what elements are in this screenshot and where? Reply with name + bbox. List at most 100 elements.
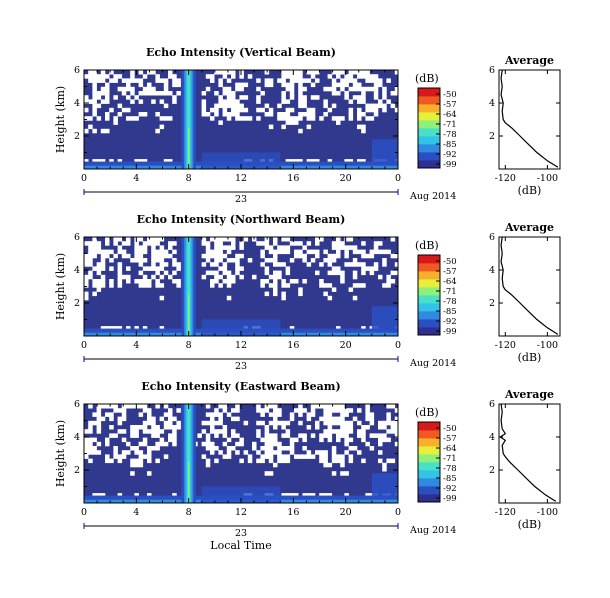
- date-label: Aug 2014: [409, 525, 456, 536]
- noise-cell: [357, 82, 362, 88]
- noise-cell: [222, 74, 228, 79]
- noise-cell: [92, 437, 97, 443]
- noise-cell: [226, 95, 232, 100]
- noise-cell: [134, 493, 139, 498]
- noise-cell: [315, 249, 320, 255]
- noise-cell: [222, 279, 228, 284]
- colorbar-band: [418, 303, 440, 312]
- noise-cell: [285, 270, 291, 276]
- noise-cell: [256, 420, 261, 426]
- noise-cell: [369, 412, 375, 417]
- noise-cell: [281, 283, 286, 288]
- noise-cell: [373, 78, 379, 83]
- noise-cell: [298, 95, 303, 100]
- noise-cell: [327, 283, 333, 288]
- noise-cell: [373, 107, 379, 113]
- noise-cell: [243, 237, 249, 242]
- noise-cell: [205, 86, 211, 92]
- noise-cell: [163, 412, 169, 417]
- avg-y-tick-label: 4: [489, 265, 495, 276]
- noise-cell: [285, 159, 291, 164]
- noise-cell: [273, 450, 278, 455]
- noise-cell: [298, 74, 303, 79]
- noise-cell: [331, 116, 337, 121]
- noise-cell: [231, 429, 236, 434]
- noise-cell: [88, 78, 93, 83]
- noise-cell: [277, 458, 282, 464]
- colorbar-tick-label: -57: [443, 434, 457, 444]
- noise-cell: [163, 253, 169, 259]
- noise-cell: [113, 454, 118, 459]
- noise-cell: [96, 270, 102, 276]
- noise-cell: [205, 433, 211, 438]
- colorbar-band: [418, 494, 440, 503]
- noise-cell: [348, 425, 354, 430]
- noise-cell: [92, 450, 97, 455]
- noise-cell: [201, 91, 207, 96]
- noise-cell: [365, 107, 370, 113]
- noise-cell: [222, 404, 228, 409]
- noise-cell: [344, 253, 349, 259]
- noise-cell: [92, 253, 97, 259]
- noise-cell: [134, 279, 139, 284]
- colorbar-band: [418, 470, 440, 479]
- noise-cell: [336, 249, 341, 255]
- noise-cell: [222, 70, 228, 75]
- noise-cell: [134, 433, 139, 438]
- noise-cell: [323, 450, 328, 455]
- noise-cell: [315, 237, 320, 242]
- noise-cell: [105, 326, 110, 331]
- noise-cell: [386, 437, 391, 443]
- colorbar-tick-label: -50: [443, 90, 457, 100]
- noise-cell: [214, 70, 219, 75]
- noise-cell: [151, 99, 156, 104]
- noise-cell: [163, 441, 169, 447]
- y-tick-label: 2: [74, 298, 80, 309]
- noise-cell: [92, 420, 97, 426]
- noise-cell: [92, 279, 97, 284]
- noise-cell: [235, 86, 240, 92]
- noise-cell: [331, 458, 337, 464]
- noise-cell: [126, 441, 131, 447]
- colorbar-band: [418, 112, 440, 121]
- noise-cell: [348, 107, 354, 113]
- noise-cell: [273, 274, 278, 280]
- noise-cell: [285, 70, 291, 75]
- noise-cell: [121, 416, 127, 422]
- noise-cell: [298, 99, 303, 104]
- noise-cell: [302, 86, 307, 92]
- noise-cell: [226, 70, 232, 75]
- noise-cell: [172, 270, 177, 276]
- noise-cell: [273, 270, 278, 276]
- noise-cell: [390, 91, 396, 96]
- noise-cell: [155, 446, 160, 451]
- noise-cell: [298, 408, 303, 413]
- noise-cell: [285, 82, 291, 88]
- noise-cell: [117, 245, 123, 250]
- noise-cell: [96, 425, 102, 430]
- noise-cell: [214, 107, 219, 113]
- noise-cell: [264, 112, 270, 117]
- date-label: Aug 2014: [409, 191, 456, 202]
- noise-cell: [84, 99, 89, 104]
- noise-cell: [373, 241, 379, 246]
- noise-cell: [378, 437, 383, 443]
- noise-cell: [121, 78, 127, 83]
- noise-cell: [285, 245, 291, 250]
- noise-cell: [260, 446, 265, 451]
- noise-cell: [172, 262, 177, 267]
- noise-cell: [340, 462, 345, 468]
- noise-cell: [373, 86, 379, 92]
- noise-cell: [163, 82, 169, 88]
- noise-cell: [147, 279, 152, 284]
- y-tick-label: 6: [74, 399, 80, 410]
- avg-y-tick-label: 4: [489, 432, 495, 443]
- noise-cell: [256, 433, 261, 438]
- noise-cell: [239, 241, 244, 246]
- panel-2: Echo Intensity (Eastward Beam) 2 4 6 Height …: [54, 380, 561, 552]
- noise-cell: [235, 116, 240, 121]
- noise-cell: [323, 258, 328, 263]
- noise-cell: [159, 429, 165, 434]
- noise-cell: [239, 458, 244, 464]
